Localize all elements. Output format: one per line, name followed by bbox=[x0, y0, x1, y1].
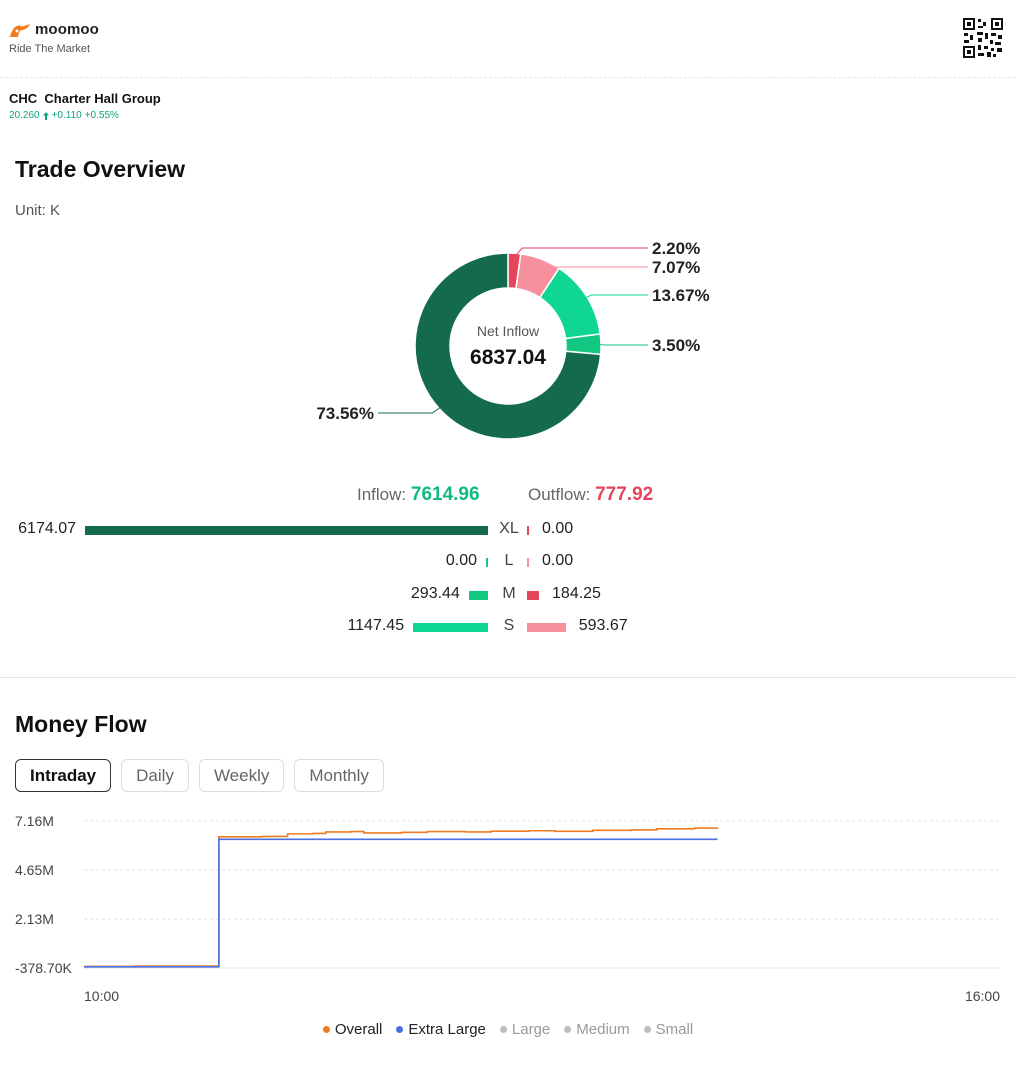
outflow-bar bbox=[527, 526, 529, 535]
legend-dot-icon bbox=[643, 1026, 651, 1033]
inflow-bar bbox=[486, 558, 488, 567]
inflow-value: 293.44 bbox=[410, 585, 460, 602]
donut-pct-label: 73.56% bbox=[316, 404, 374, 423]
inflow-value: 6174.07 bbox=[18, 520, 76, 537]
legend-item-medium[interactable]: Medium bbox=[564, 1021, 630, 1038]
legend-item-large[interactable]: Large bbox=[499, 1021, 551, 1038]
y-tick-label: 2.13M bbox=[15, 911, 54, 927]
outflow-value: 593.67 bbox=[578, 617, 628, 634]
donut-pct-label: 3.50% bbox=[652, 336, 700, 355]
legend-item-overall[interactable]: Overall bbox=[322, 1021, 383, 1038]
flow-row: 6174.07 XL 0.00 bbox=[0, 520, 1016, 542]
tab-weekly[interactable]: Weekly bbox=[198, 759, 285, 792]
arrow-up-icon bbox=[42, 111, 49, 120]
inflow-bar bbox=[413, 623, 488, 632]
inflow-summary: Inflow: 7614.96 bbox=[357, 484, 480, 506]
outflow-value: 184.25 bbox=[552, 585, 601, 602]
legend-label: Overall bbox=[334, 1021, 383, 1038]
brand-logo: moomoo bbox=[9, 21, 99, 38]
donut-pct-label: 13.67% bbox=[652, 286, 710, 305]
y-tick-label: 7.16M bbox=[15, 813, 54, 829]
donut-pct-label: 2.20% bbox=[652, 239, 700, 258]
outflow-bar bbox=[527, 623, 566, 632]
trade-overview-donut: 2.20%7.07% 13.67% 3.50% 73.56% Net Inflow 6… bbox=[316, 239, 710, 440]
donut-leader-line bbox=[583, 294, 648, 300]
donut-leader-line bbox=[513, 247, 648, 258]
outflow-bar bbox=[527, 558, 529, 567]
flow-category: XL bbox=[499, 520, 519, 537]
chart-legend: Overall Extra Large Large Medium Small bbox=[0, 1021, 1016, 1038]
flow-row: 0.00 L 0.00 bbox=[0, 552, 1016, 574]
money-flow-chart: 7.16M 4.65M 2.13M -378.70K 10:00 16:00 bbox=[15, 813, 1000, 1004]
donut-leader-line bbox=[539, 262, 648, 268]
flow-category: L bbox=[504, 552, 514, 569]
inflow-label: Inflow: bbox=[357, 485, 407, 504]
unit-label: Unit: K bbox=[15, 202, 61, 219]
legend-dot-icon bbox=[499, 1026, 507, 1033]
legend-label: Medium bbox=[576, 1021, 630, 1038]
donut-segment bbox=[414, 252, 602, 440]
trade-overview-title: Trade Overview bbox=[15, 156, 186, 182]
tab-daily[interactable]: Daily bbox=[121, 759, 189, 792]
tab-intraday[interactable]: Intraday bbox=[15, 759, 112, 792]
flow-category: M bbox=[502, 585, 516, 602]
brand-tagline: Ride The Market bbox=[9, 43, 91, 55]
stock-info: CHC Charter Hall Group 20.260 +0.110 +0.… bbox=[9, 91, 161, 121]
legend-label: Large bbox=[511, 1021, 551, 1038]
stock-title: CHC Charter Hall Group bbox=[9, 91, 161, 106]
stock-change-pct: +0.55% bbox=[84, 110, 119, 121]
legend-dot-icon bbox=[322, 1026, 330, 1033]
donut-center-value: 6837.04 bbox=[470, 346, 546, 369]
donut-leader-line bbox=[378, 405, 443, 414]
legend-dot-icon bbox=[396, 1026, 404, 1033]
qr-code-icon bbox=[962, 17, 1004, 59]
stock-quote: 20.260 +0.110 +0.55% bbox=[9, 110, 161, 121]
legend-item-extra-large[interactable]: Extra Large bbox=[396, 1021, 486, 1038]
inflow-bar bbox=[468, 591, 488, 600]
outflow-value: 0.00 bbox=[542, 552, 574, 569]
outflow-bar bbox=[527, 591, 540, 600]
outflow-summary: Outflow: 777.92 bbox=[528, 484, 653, 506]
flow-row: 293.44 M 184.25 bbox=[0, 585, 1016, 607]
money-flow-title: Money Flow bbox=[15, 711, 147, 737]
x-tick-label: 16:00 bbox=[965, 988, 1000, 1004]
outflow-value: 0.00 bbox=[542, 520, 574, 537]
stock-change: +0.110 bbox=[51, 110, 82, 121]
stock-symbol: CHC bbox=[9, 91, 38, 106]
moomoo-logo-icon bbox=[10, 23, 30, 37]
y-tick-label: -378.70K bbox=[15, 960, 72, 976]
donut-center-label: Net Inflow bbox=[477, 323, 540, 339]
outflow-total: 777.92 bbox=[595, 484, 654, 505]
legend-dot-icon bbox=[564, 1026, 572, 1033]
section-divider bbox=[0, 677, 1016, 678]
outflow-label: Outflow: bbox=[528, 485, 591, 504]
y-tick-label: 4.65M bbox=[15, 862, 54, 878]
x-tick-label: 10:00 bbox=[84, 988, 119, 1004]
inflow-value: 1147.45 bbox=[347, 617, 405, 634]
tab-monthly[interactable]: Monthly bbox=[294, 759, 384, 792]
inflow-value: 0.00 bbox=[445, 552, 477, 569]
donut-pct-label: 7.07% bbox=[652, 258, 700, 277]
legend-label: Small bbox=[655, 1021, 694, 1038]
stock-name: Charter Hall Group bbox=[44, 91, 161, 106]
page-header: moomoo Ride The Market bbox=[0, 0, 1016, 78]
donut-leader-line bbox=[596, 343, 648, 346]
inflow-bar bbox=[85, 526, 488, 535]
series-line-overall bbox=[84, 827, 719, 968]
money-flow-tabs: Intraday Daily Weekly Monthly bbox=[15, 759, 384, 792]
flow-row: 1147.45 S 593.67 bbox=[0, 617, 1016, 639]
legend-item-small[interactable]: Small bbox=[643, 1021, 694, 1038]
series-line-extra-large bbox=[84, 838, 718, 968]
brand-name: moomoo bbox=[35, 21, 99, 38]
inflow-total: 7614.96 bbox=[410, 484, 480, 505]
flow-category: S bbox=[503, 617, 515, 634]
stock-price: 20.260 bbox=[9, 110, 40, 121]
legend-label: Extra Large bbox=[408, 1021, 486, 1038]
